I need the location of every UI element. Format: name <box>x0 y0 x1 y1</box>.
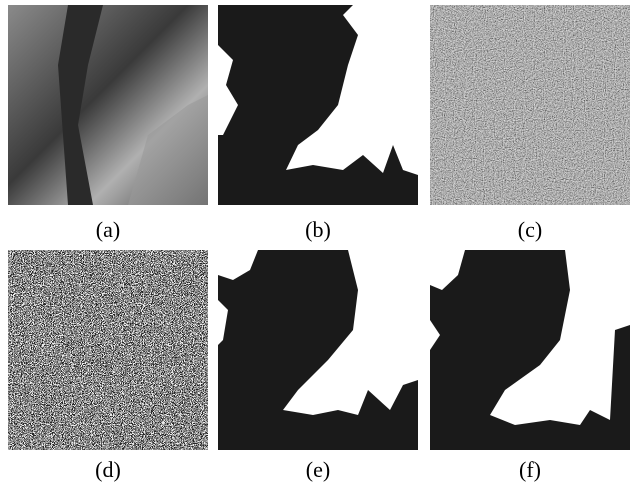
image <box>430 5 630 205</box>
panel-f <box>430 250 630 450</box>
caption: (a) <box>96 217 120 242</box>
panel-a <box>8 5 208 205</box>
panel-c <box>430 5 630 205</box>
caption: (d) <box>95 457 121 482</box>
caption: (b) <box>305 217 331 242</box>
caption: (e) <box>306 457 330 482</box>
caption: (f) <box>519 457 541 482</box>
page: {"panels": [{"caption": "(a)"}, {"captio… <box>0 0 636 488</box>
panel-e <box>218 250 418 450</box>
panel-d <box>8 250 208 450</box>
panel-b <box>218 5 418 205</box>
figure: (a) (b) (c) (d) (e) (f) <box>0 0 636 488</box>
caption: (c) <box>518 217 542 242</box>
image <box>8 250 208 450</box>
